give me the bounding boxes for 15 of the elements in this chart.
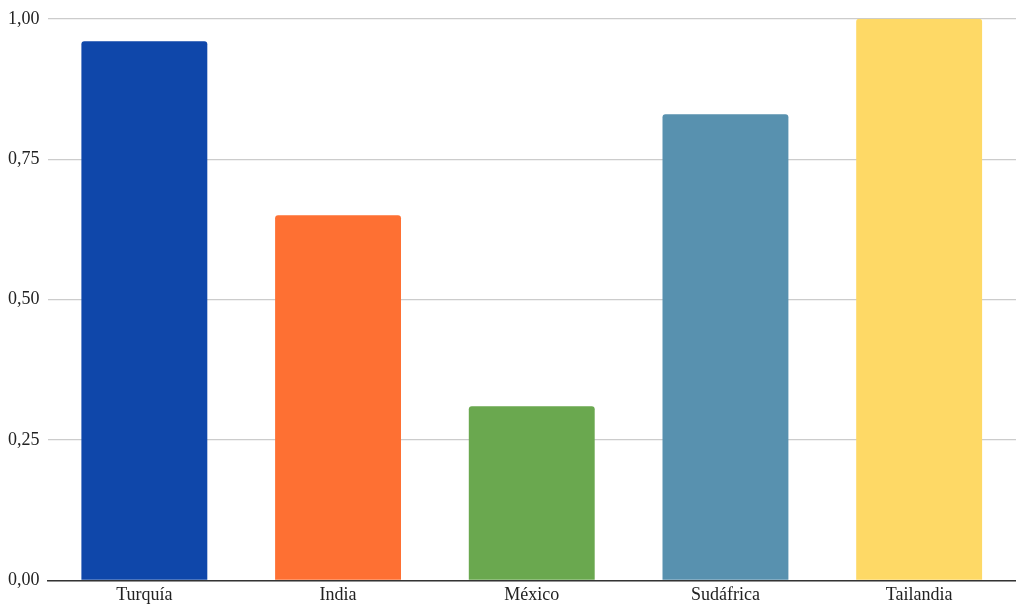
bar [856, 18, 983, 580]
x-tick-label: India [319, 583, 357, 604]
bar [662, 114, 789, 580]
x-tick-label: México [504, 583, 560, 604]
y-tick-label: 0,00 [8, 569, 40, 590]
bar [468, 406, 595, 580]
x-tick-label: Turquía [116, 583, 173, 604]
y-tick-label: 0,25 [8, 428, 40, 449]
bar [81, 41, 208, 580]
bar [275, 215, 401, 580]
y-tick-label: 0,50 [8, 288, 40, 309]
x-tick-label: Tailandia [885, 583, 953, 604]
y-tick-label: 0,75 [8, 147, 40, 168]
x-tick-label: Sudáfrica [690, 583, 760, 604]
y-tick-label: 1,00 [8, 7, 40, 28]
